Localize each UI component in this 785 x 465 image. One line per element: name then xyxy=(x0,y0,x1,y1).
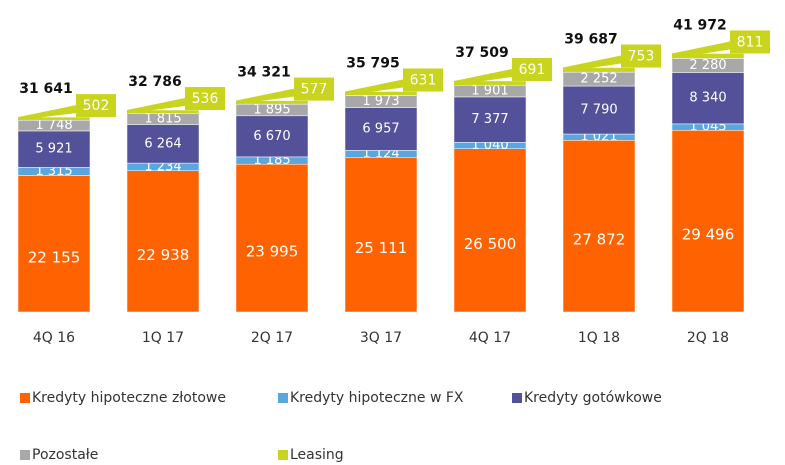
value-label: 6 957 xyxy=(362,121,399,136)
leasing-band xyxy=(236,88,294,105)
bar-segment xyxy=(126,170,200,313)
bar-segment xyxy=(17,130,91,168)
bar-segment xyxy=(562,85,636,135)
total-label: 41 972 xyxy=(673,17,727,33)
total-label: 34 321 xyxy=(237,65,291,81)
value-label: 1 895 xyxy=(253,102,290,117)
leasing-band xyxy=(345,79,403,96)
bar-segment xyxy=(126,124,200,164)
leasing-band xyxy=(563,55,621,73)
value-label: 1 973 xyxy=(362,94,399,109)
value-label: 1 748 xyxy=(35,118,72,133)
leasing-box xyxy=(512,57,552,81)
bar-segment xyxy=(235,115,309,158)
value-label: 26 500 xyxy=(464,235,517,253)
bar-segment xyxy=(344,157,418,313)
x-tick-label: 4Q 17 xyxy=(469,330,511,346)
legend-label: Leasing xyxy=(290,447,344,463)
leasing-band xyxy=(18,105,76,121)
leasing-box xyxy=(730,30,770,54)
value-label: 691 xyxy=(519,62,546,78)
total-label: 31 641 xyxy=(19,81,73,97)
value-label: 2 252 xyxy=(580,72,617,87)
value-label: 577 xyxy=(301,82,328,98)
value-label: 27 872 xyxy=(573,231,626,249)
bar-segment xyxy=(671,130,745,313)
value-label: 1 901 xyxy=(471,84,508,99)
bar-segment xyxy=(17,175,91,313)
value-label: 6 670 xyxy=(253,129,290,144)
leasing-band xyxy=(127,98,185,114)
leasing-box xyxy=(621,44,661,68)
value-label: 502 xyxy=(83,98,110,114)
value-label: 6 264 xyxy=(144,136,181,151)
x-tick-label: 3Q 17 xyxy=(360,330,402,346)
leasing-band xyxy=(672,41,730,59)
value-label: 22 155 xyxy=(28,248,81,266)
x-tick-label: 1Q 18 xyxy=(578,330,620,346)
total-label: 37 509 xyxy=(455,45,509,61)
value-label: 1 315 xyxy=(35,164,72,179)
value-label: 7 790 xyxy=(580,103,617,118)
leasing-band xyxy=(454,68,512,86)
value-label: 2 280 xyxy=(689,58,726,73)
legend-swatch xyxy=(278,393,288,403)
x-tick-label: 1Q 17 xyxy=(142,330,184,346)
bar-segment xyxy=(671,72,745,125)
legend-label: Pozostałe xyxy=(32,447,98,463)
total-label: 32 786 xyxy=(128,74,182,90)
x-tick-label: 2Q 18 xyxy=(687,330,729,346)
value-label: 536 xyxy=(192,91,219,107)
value-label: 631 xyxy=(410,72,437,88)
legend-swatch xyxy=(20,450,30,460)
value-label: 7 377 xyxy=(471,112,508,127)
bar-segment xyxy=(235,163,309,313)
value-label: 25 111 xyxy=(355,239,408,257)
x-tick-label: 2Q 17 xyxy=(251,330,293,346)
bar-segment xyxy=(344,107,418,151)
legend-label: Kredyty gotówkowe xyxy=(524,390,662,406)
bar-segment xyxy=(453,96,527,143)
value-label: 811 xyxy=(737,34,764,50)
value-label: 753 xyxy=(628,49,655,65)
value-label: 23 995 xyxy=(246,243,299,261)
bar-segment xyxy=(562,140,636,313)
total-label: 35 795 xyxy=(346,56,400,72)
leasing-box xyxy=(294,77,334,101)
leasing-box xyxy=(403,68,443,92)
leasing-box xyxy=(185,87,225,111)
legend-swatch xyxy=(512,393,522,403)
value-label: 1 815 xyxy=(144,111,181,126)
value-label: 22 938 xyxy=(137,246,190,264)
x-tick-label: 4Q 16 xyxy=(33,330,75,346)
legend-label: Kredyty hipoteczne w FX xyxy=(290,390,464,406)
total-label: 39 687 xyxy=(564,32,618,48)
legend-swatch xyxy=(278,450,288,460)
legend-swatch xyxy=(20,393,30,403)
leasing-box xyxy=(76,94,116,118)
value-label: 5 921 xyxy=(35,142,72,157)
legend-label: Kredyty hipoteczne złotowe xyxy=(32,390,226,406)
value-label: 29 496 xyxy=(682,226,735,244)
bar-segment xyxy=(453,148,527,313)
value-label: 8 340 xyxy=(689,91,726,106)
